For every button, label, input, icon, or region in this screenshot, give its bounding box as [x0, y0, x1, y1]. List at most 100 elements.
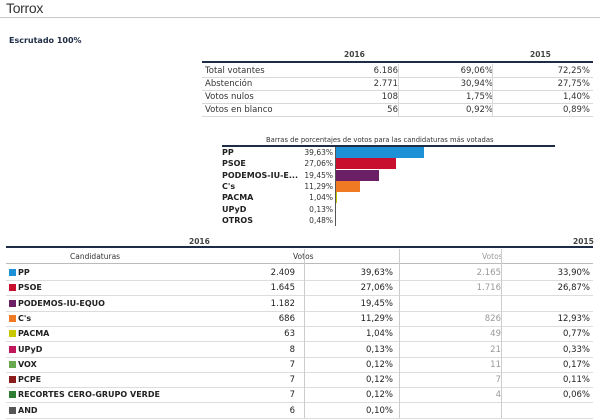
chart-row: PODEMOS-IU-E... 19,45% — [222, 169, 555, 181]
votes-2016: 2.409 — [270, 268, 295, 278]
pct-2016: 39,63% — [360, 268, 393, 278]
chart-top-rule — [222, 145, 555, 147]
header-candidaturas: Candidaturas — [70, 252, 121, 261]
votes-2015: 2.165 — [476, 268, 501, 278]
header-votos: Votos — [293, 252, 314, 261]
party-color-swatch — [9, 330, 16, 338]
party-name: PSOE — [18, 283, 42, 293]
summary-pct-2015: 0,89% — [562, 105, 590, 115]
chart-category-label: OTROS — [222, 215, 253, 225]
chart-category-label: C's — [222, 181, 236, 191]
summary-pct: 69,06% — [460, 66, 493, 76]
summary-value: 2.771 — [373, 79, 398, 89]
chart-bar — [335, 158, 396, 170]
chart-row: UPyD 0,13% — [222, 203, 555, 215]
chart-category-label: PACMA — [222, 193, 254, 203]
summary-row: Total votantes 6.186 69,06% 72,25% — [202, 64, 593, 78]
party-name: PACMA — [18, 329, 50, 339]
pct-2015: 0,06% — [562, 390, 590, 401]
party-name: UPyD — [18, 344, 43, 354]
chart-bar — [335, 169, 379, 181]
votes-2016: 63 — [284, 329, 295, 340]
summary-row: Votos nulos 108 1,75% 1,40% — [202, 90, 593, 104]
pct-2016: 1,04% — [365, 329, 393, 340]
pct-2015: 33,90% — [557, 268, 590, 278]
pct-2015: 12,93% — [557, 313, 590, 324]
chart-category-label: UPyD — [222, 204, 247, 214]
party-name: AND — [18, 405, 38, 415]
escrutado-status: Escrutado 100% — [9, 36, 82, 45]
chart-row: PACMA 1,04% — [222, 192, 555, 204]
party-color-swatch — [9, 406, 16, 414]
summary-top-rule — [202, 61, 593, 63]
title-divider — [0, 17, 600, 18]
results-year-previous: 2015 — [573, 237, 594, 246]
summary-year-current: 2016 — [344, 50, 365, 59]
pct-2016: 0,12% — [365, 359, 393, 370]
column-separator — [304, 249, 305, 418]
results-row: VOX 7 0,12% 11 0,17% — [6, 357, 593, 373]
chart-value-label: 0,48% — [309, 215, 333, 225]
party-name: VOX — [18, 359, 37, 369]
votes-2015: 4 — [495, 390, 501, 401]
summary-pct: 0,92% — [465, 105, 493, 115]
chart-bar — [335, 147, 425, 158]
summary-value: 108 — [381, 92, 398, 102]
chart-category-label: PSOE — [222, 159, 246, 169]
chart-category-label: PP — [222, 148, 234, 157]
party-name: PP — [18, 268, 30, 277]
column-separator — [398, 103, 399, 116]
pct-2015: 0,17% — [562, 359, 590, 370]
votes-2015: 826 — [484, 313, 501, 324]
summary-pct-2015: 72,25% — [557, 66, 590, 76]
pct-2015: 26,87% — [557, 283, 590, 294]
summary-pct: 1,75% — [465, 92, 493, 102]
votes-2016: 1.645 — [270, 283, 295, 294]
column-separator — [399, 249, 400, 418]
votes-2016: 7 — [289, 375, 295, 386]
chart-value-label: 27,06% — [304, 159, 333, 169]
results-row: PP 2.409 39,63% 2.165 33,90% — [6, 265, 593, 281]
chart-category-label: PODEMOS-IU-E... — [222, 170, 298, 180]
chart-value-label: 11,29% — [304, 181, 333, 191]
pct-2016: 11,29% — [360, 313, 393, 324]
results-row: PCPE 7 0,12% 7 0,11% — [6, 372, 593, 389]
party-color-swatch — [9, 314, 16, 322]
chart-bar — [335, 192, 338, 204]
results-year-current: 2016 — [189, 237, 210, 246]
summary-pct-2015: 1,40% — [562, 92, 590, 102]
results-row: UPyD 8 0,13% 21 0,33% — [6, 342, 593, 358]
column-separator — [398, 64, 399, 77]
pct-2016: 27,06% — [360, 283, 393, 294]
votes-2015: 1.716 — [476, 283, 501, 294]
votes-2016: 6 — [289, 405, 295, 416]
votes-2015: 11 — [490, 359, 501, 370]
votes-2015: 49 — [490, 329, 501, 340]
header-votos-2015: Votos — [482, 252, 503, 261]
party-color-swatch — [9, 360, 16, 368]
votes-2015: 21 — [490, 344, 501, 355]
chart-axis — [335, 147, 336, 226]
column-separator — [492, 77, 493, 90]
pct-2016: 0,12% — [365, 390, 393, 401]
party-color-swatch — [9, 269, 16, 276]
column-separator — [492, 103, 493, 116]
chart-row: OTROS 0,48% — [222, 214, 555, 226]
summary-label: Abstención — [205, 79, 253, 89]
party-name: PODEMOS-IU-EQUO — [18, 298, 105, 308]
party-color-swatch — [9, 391, 16, 399]
page-title: Torrox — [6, 0, 44, 16]
summary-pct-2015: 27,75% — [557, 79, 590, 89]
chart-row: PSOE 27,06% — [222, 158, 555, 170]
votes-2015: 7 — [495, 375, 501, 386]
pct-2015: 0,77% — [562, 329, 590, 340]
results-row: AND 6 0,10% — [6, 403, 593, 419]
column-separator — [492, 90, 493, 103]
chart-title: Barras de porcentajes de votos para las … — [266, 136, 494, 144]
results-row: PACMA 63 1,04% 49 0,77% — [6, 326, 593, 343]
summary-row: Abstención 2.771 30,94% 27,75% — [202, 77, 593, 91]
results-row: PSOE 1.645 27,06% 1.716 26,87% — [6, 280, 593, 297]
summary-year-previous: 2015 — [530, 50, 551, 59]
summary-value: 56 — [387, 105, 398, 115]
pct-2016: 19,45% — [360, 298, 393, 309]
